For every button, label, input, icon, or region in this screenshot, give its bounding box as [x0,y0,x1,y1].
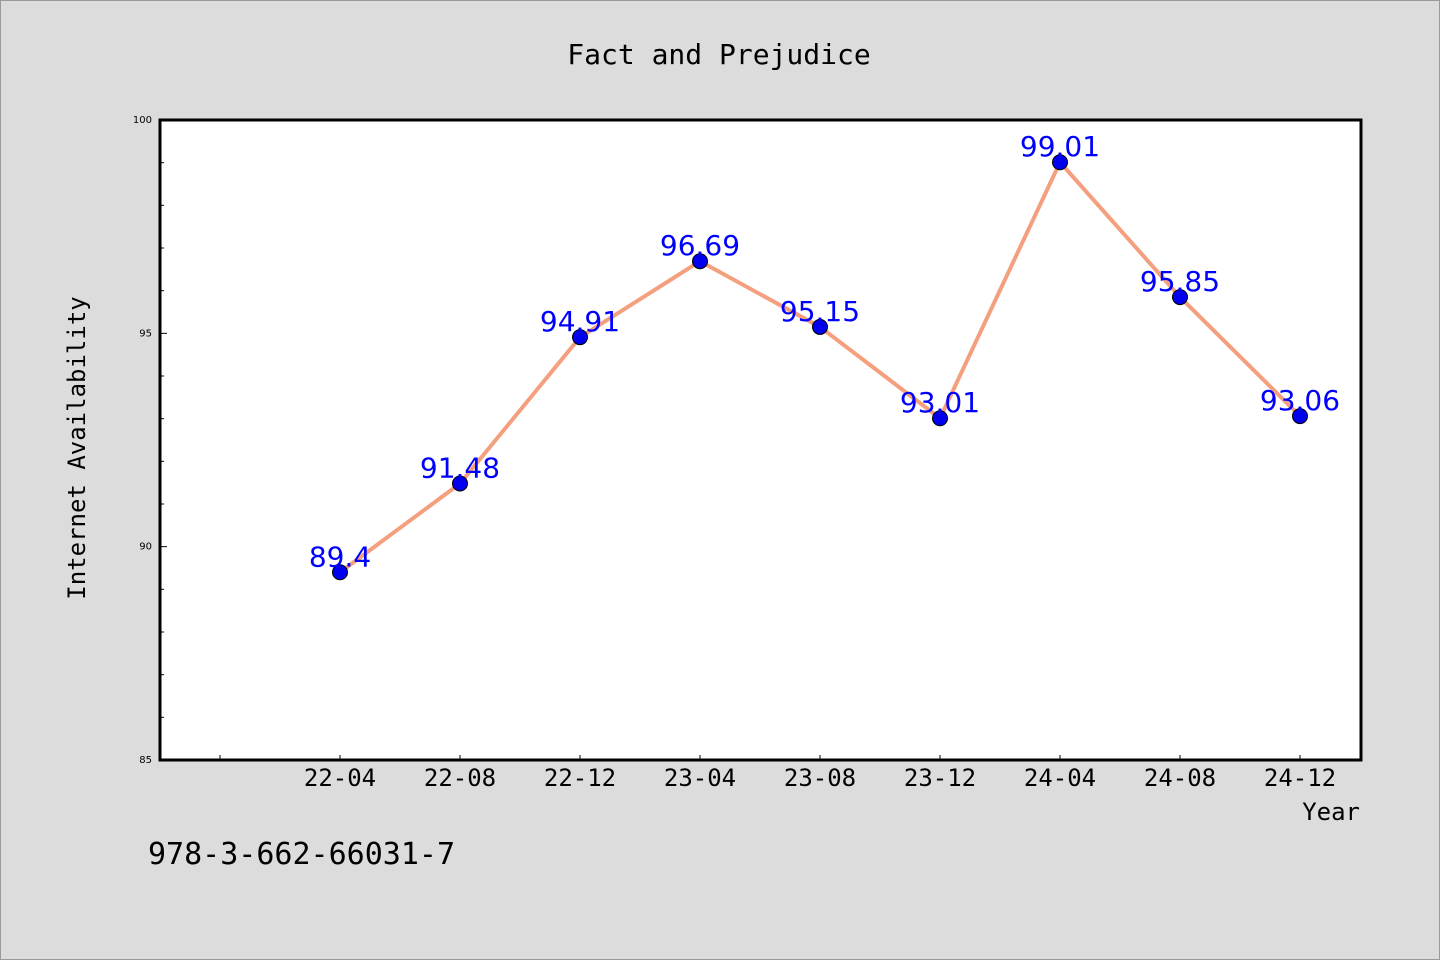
data-label: 95.85 [1140,265,1220,298]
x-tick-label: 23-12 [904,764,976,792]
y-axis: 85 90 95 100 [133,115,167,766]
data-label: 99.01 [1020,130,1100,163]
plot-area [158,118,1363,762]
data-point [572,329,588,346]
x-tick-label: 23-04 [664,764,736,792]
data-label: 94.91 [540,305,620,338]
data-point [332,564,348,581]
data-point [812,318,828,335]
data-label: 93.06 [1260,384,1340,417]
x-tick-label: 23-08 [784,764,856,792]
data-point [1052,154,1068,171]
data-point [692,253,708,270]
data-point [1172,289,1188,306]
x-tick-label: 24-08 [1144,764,1216,792]
series-line-group [332,154,1308,581]
x-tick-label: 22-04 [304,764,376,792]
isbn-text: 978-3-662-66031-7 [148,837,455,872]
y-tick-label: 90 [139,542,152,553]
data-point [932,410,948,427]
data-label: 95.15 [780,295,860,328]
data-label: 93.01 [900,386,980,419]
x-tick-label: 24-04 [1024,764,1096,792]
chart-title: Fact and Prejudice [567,38,870,71]
x-tick-label: 22-08 [424,764,496,792]
y-tick-label: 95 [139,328,152,339]
y-tick-label: 85 [139,755,152,766]
x-axis-label: Year [1302,798,1360,826]
y-tick-label: 100 [133,115,152,126]
data-label: 89.4 [309,540,371,573]
data-point [452,475,468,492]
data-point [1292,408,1308,425]
data-label: 91.48 [420,452,500,485]
x-tick-label: 24-12 [1264,764,1336,792]
y-axis-label: Internet Availability [63,296,91,599]
x-axis: 22-04 22-08 22-12 23-04 23-08 23-12 24-04 24-08… [219,755,1336,792]
data-label-group: 89.4 91.48 94.91 96.69 95.15 93.01 99.01 95.85 9… [309,130,1340,573]
x-tick-label: 22-12 [544,764,616,792]
data-label: 96.69 [660,229,740,262]
